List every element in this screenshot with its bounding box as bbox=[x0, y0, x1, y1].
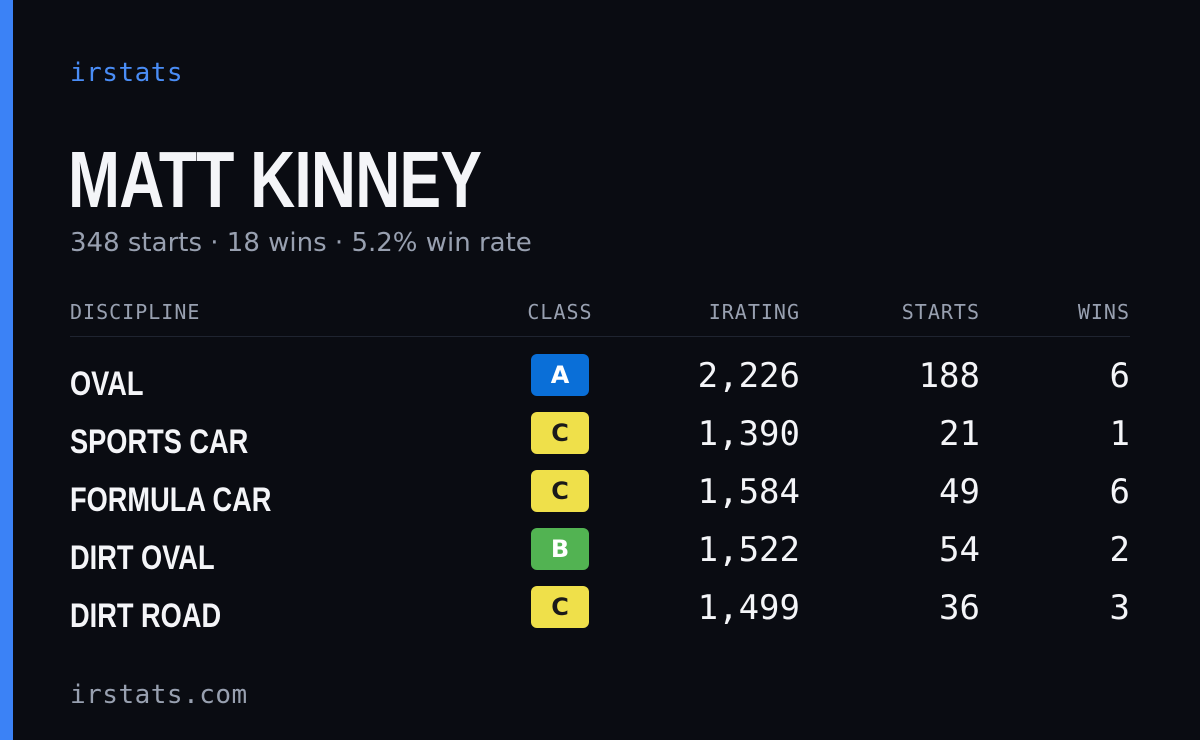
driver-name: MATT KINNEY bbox=[68, 135, 482, 224]
discipline-label: OVAL bbox=[70, 365, 144, 403]
discipline-label: DIRT OVAL bbox=[70, 539, 215, 577]
wins-value: 3 bbox=[1109, 588, 1130, 628]
discipline-label: SPORTS CAR bbox=[70, 423, 249, 461]
irating-value: 1,499 bbox=[697, 588, 800, 628]
footer-url: irstats.com bbox=[70, 680, 248, 710]
starts-value: 49 bbox=[939, 472, 980, 512]
header-starts: STARTS bbox=[901, 300, 980, 324]
class-badge: C bbox=[531, 586, 589, 628]
driver-summary: 348 starts · 18 wins · 5.2% win rate bbox=[70, 228, 532, 258]
header-divider bbox=[70, 336, 1130, 337]
class-badge: C bbox=[531, 470, 589, 512]
table-row-dirt-oval: DIRT OVAL B 1,522 54 2 bbox=[0, 528, 1200, 586]
table-row-sports-car: SPORTS CAR C 1,390 21 1 bbox=[0, 412, 1200, 470]
irating-value: 2,226 bbox=[697, 356, 800, 396]
header-class: CLASS bbox=[527, 300, 593, 324]
wins-value: 1 bbox=[1109, 414, 1130, 454]
class-badge: A bbox=[531, 354, 589, 396]
wins-value: 2 bbox=[1109, 530, 1130, 570]
starts-value: 188 bbox=[918, 356, 980, 396]
wins-value: 6 bbox=[1109, 356, 1130, 396]
brand-label: irstats bbox=[70, 58, 184, 88]
irating-value: 1,522 bbox=[697, 530, 800, 570]
header-irating: IRATING bbox=[708, 300, 800, 324]
header-wins: WINS bbox=[1077, 300, 1130, 324]
wins-value: 6 bbox=[1109, 472, 1130, 512]
starts-value: 36 bbox=[939, 588, 980, 628]
starts-value: 54 bbox=[939, 530, 980, 570]
table-row-formula-car: FORMULA CAR C 1,584 49 6 bbox=[0, 470, 1200, 528]
irating-value: 1,584 bbox=[697, 472, 800, 512]
table-row-dirt-road: DIRT ROAD C 1,499 36 3 bbox=[0, 586, 1200, 644]
class-badge: C bbox=[531, 412, 589, 454]
class-badge: B bbox=[531, 528, 589, 570]
table-row-oval: OVAL A 2,226 188 6 bbox=[0, 354, 1200, 412]
discipline-label: FORMULA CAR bbox=[70, 481, 272, 519]
discipline-label: DIRT ROAD bbox=[70, 597, 222, 635]
irating-value: 1,390 bbox=[697, 414, 800, 454]
starts-value: 21 bbox=[939, 414, 980, 454]
header-discipline: DISCIPLINE bbox=[70, 300, 201, 324]
accent-bar bbox=[0, 0, 13, 740]
